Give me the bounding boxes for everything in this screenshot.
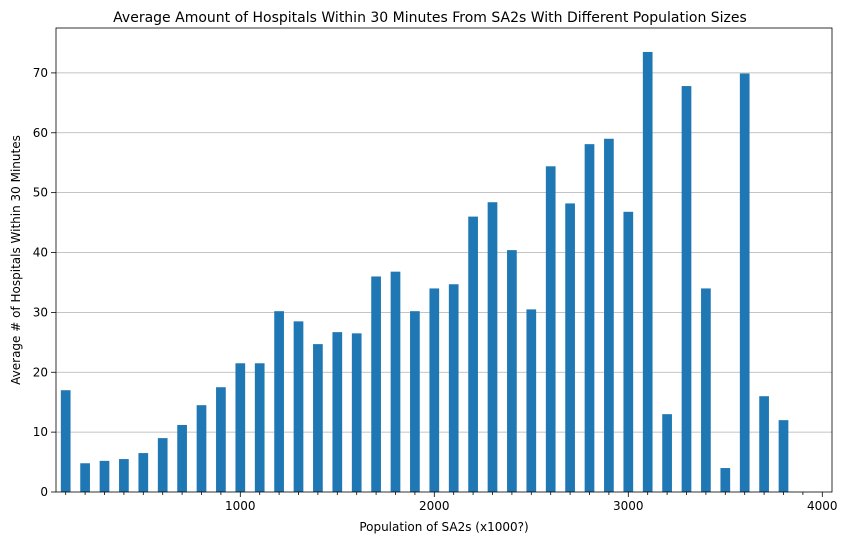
bar	[254, 363, 265, 492]
x-tick-label: 2000	[419, 499, 450, 513]
bar	[371, 276, 381, 492]
y-axis-ticks: 0 10 20 30 40 50 60 70	[33, 66, 56, 499]
y-axis-label: Average # of Hospitals Within 30 Minutes	[9, 135, 23, 385]
bar	[410, 311, 420, 492]
y-tick-label: 0	[40, 485, 48, 499]
bar	[701, 288, 711, 492]
x-axis-ticks: 1000 2000 3000 4000	[65, 492, 838, 513]
bar	[429, 288, 440, 492]
x-tick-label: 3000	[613, 499, 644, 513]
bar	[681, 86, 692, 493]
grid-lines	[56, 72, 832, 433]
bar	[526, 309, 537, 492]
bars	[60, 51, 789, 493]
bar	[642, 51, 653, 492]
bar	[60, 390, 71, 492]
bar	[80, 463, 90, 492]
bar	[390, 271, 401, 492]
bar	[216, 387, 226, 492]
bar	[235, 363, 246, 492]
plot-frame	[55, 27, 833, 493]
y-tick-label: 10	[33, 425, 48, 439]
bar	[293, 321, 304, 492]
y-tick-label: 50	[33, 186, 48, 200]
x-tick-label: 4000	[807, 499, 838, 513]
bar	[448, 284, 459, 492]
bar	[759, 396, 769, 492]
bar	[487, 202, 498, 492]
bar	[584, 144, 595, 493]
y-tick-label: 20	[33, 365, 48, 379]
y-tick-label: 30	[33, 305, 48, 319]
bar	[720, 468, 731, 492]
bar	[623, 211, 634, 492]
bar	[157, 438, 168, 492]
bar	[332, 332, 343, 492]
chart-title: Average Amount of Hospitals Within 30 Mi…	[113, 10, 747, 26]
bar	[662, 414, 672, 492]
bar	[565, 203, 575, 492]
bar	[351, 333, 362, 492]
bar	[604, 138, 614, 492]
bar	[545, 166, 556, 492]
bar	[468, 216, 478, 492]
y-tick-label: 70	[33, 66, 48, 80]
bar	[507, 250, 517, 492]
bar	[196, 405, 207, 492]
bar	[739, 73, 750, 492]
y-tick-label: 40	[33, 246, 48, 260]
bar	[274, 311, 284, 492]
bar	[119, 459, 129, 492]
x-axis-label: Population of SA2s (x1000?)	[359, 520, 528, 534]
bar	[313, 344, 323, 492]
y-tick-label: 60	[33, 126, 48, 140]
bar	[138, 453, 149, 492]
bar	[778, 420, 789, 492]
bar	[99, 460, 110, 492]
bar	[177, 424, 187, 492]
x-tick-label: 1000	[225, 499, 256, 513]
